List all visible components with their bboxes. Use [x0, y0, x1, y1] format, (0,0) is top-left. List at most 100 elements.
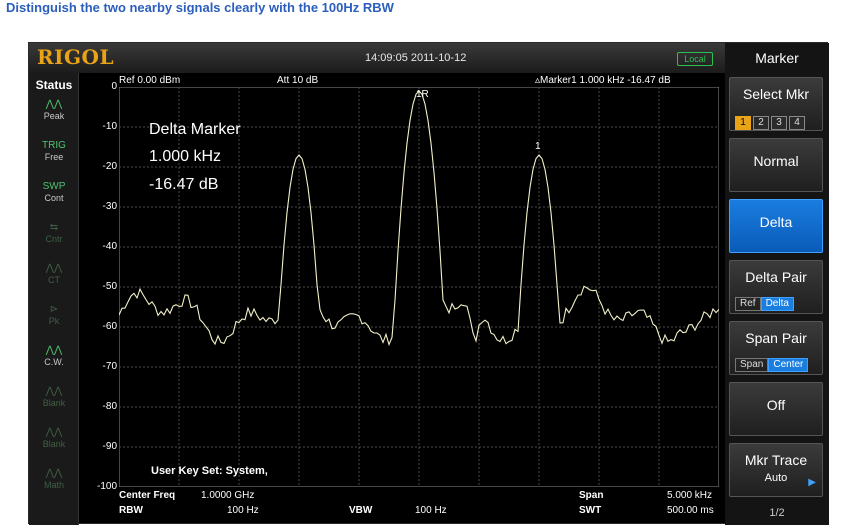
swt-label: SWT — [579, 505, 602, 516]
span-pair-options: Span Center — [735, 354, 809, 372]
mkr-trace-label: Mkr Trace — [744, 452, 808, 468]
page-indicator: 1/2 — [769, 507, 785, 519]
marker-number[interactable]: 4 — [789, 116, 805, 130]
status-item: SWP Cont — [32, 181, 76, 213]
ref-level: Ref 0.00 dBm — [119, 75, 181, 86]
y-axis-label: -90 — [102, 441, 117, 452]
status-item: ⋀⋀ Blank — [32, 386, 76, 418]
normal-label: Normal — [753, 153, 799, 169]
plot-area: Ref 0.00 dBm Att 10 dB ▵Marker1 1.000 kH… — [79, 73, 725, 525]
ct-icon: ⋀⋀ — [45, 263, 63, 274]
span-pair-key[interactable]: Span Pair Span Center — [729, 321, 823, 375]
delta-pair-delta: Delta — [760, 297, 794, 311]
y-axis-label: -10 — [102, 121, 117, 132]
delta-marker-title: Delta Marker — [149, 121, 241, 138]
y-axis-label: -80 — [102, 401, 117, 412]
y-axis-label: -70 — [102, 361, 117, 372]
status-item-label: Blank — [42, 439, 66, 449]
rigol-logo: RIGOL — [37, 45, 115, 69]
rbw-label: RBW — [119, 505, 143, 516]
analyzer-screen: RIGOL 14:09:05 2011-10-12 Local Status ⋀… — [28, 42, 829, 525]
cntr-icon: ⇆ — [49, 222, 59, 233]
y-axis-label: -20 — [102, 161, 117, 172]
arrow-right-icon: ▶ — [808, 477, 816, 488]
span-value: 5.000 kHz — [667, 490, 713, 501]
status-item: ⋀⋀ Math — [32, 468, 76, 500]
marker-1-label: 1 — [535, 141, 541, 152]
status-item-label: CT — [48, 275, 60, 285]
status-item-label: Cntr — [45, 234, 63, 244]
center-freq-value: 1.0000 GHz — [201, 490, 255, 501]
y-axis-label: -30 — [102, 201, 117, 212]
delta-pair-label: Delta Pair — [745, 269, 807, 285]
marker-number[interactable]: 3 — [771, 116, 787, 130]
status-item-label: Blank — [42, 398, 66, 408]
off-label: Off — [766, 397, 786, 413]
y-axis-label: -50 — [102, 281, 117, 292]
rbw-value: 100 Hz — [227, 505, 259, 516]
status-panel: Status ⋀⋀ Peak TRIG Free SWP Cont ⇆ Cntr ⋀⋀ CT ⊳ Pk… — [29, 73, 79, 525]
delta-label: Delta — [759, 214, 793, 230]
status-item-label: C.W. — [44, 357, 64, 367]
delta-marker-level: -16.47 dB — [149, 176, 219, 193]
swp-icon: SWP — [42, 181, 66, 192]
off-key[interactable]: Off — [729, 382, 823, 436]
status-item: ⋀⋀ C.W. — [32, 345, 76, 377]
marker-number[interactable]: 1 — [735, 116, 751, 130]
status-item-label: Peak — [43, 111, 65, 121]
mkr-trace-key[interactable]: Mkr Trace Auto ▶ — [729, 443, 823, 497]
delta-marker-freq: 1.000 kHz — [149, 148, 222, 165]
y-axis-label: -100 — [96, 481, 117, 492]
y-axis-label: -40 — [102, 241, 117, 252]
mkr-trace-value: Auto — [764, 472, 788, 484]
status-item: ⋀⋀ Peak — [32, 99, 76, 131]
status-item-label: Free — [44, 152, 64, 162]
pk-icon: ⊳ — [49, 304, 59, 315]
select-mkr-label: Select Mkr — [742, 86, 810, 102]
date-time: 14:09:05 2011-10-12 — [365, 52, 467, 64]
delta-pair-options: Ref Delta — [735, 293, 794, 311]
cw-icon: ⋀⋀ — [45, 345, 63, 356]
attenuation: Att 10 dB — [277, 75, 319, 86]
center-freq-label: Center Freq — [119, 490, 176, 501]
delta-pair-ref: Ref — [735, 297, 761, 311]
blank2-icon: ⋀⋀ — [45, 427, 63, 438]
status-item: ⋀⋀ CT — [32, 263, 76, 295]
status-item: ⊳ Pk — [32, 304, 76, 336]
status-item-label: Pk — [48, 316, 60, 326]
y-axis-label: -60 — [102, 321, 117, 332]
status-item-label: Math — [43, 480, 64, 490]
span-pair-center: Center — [768, 358, 809, 372]
blank1-icon: ⋀⋀ — [45, 386, 63, 397]
local-badge: Local — [677, 52, 713, 66]
peak-icon: ⋀⋀ — [45, 99, 63, 110]
marker-ref-label: 1R — [416, 89, 429, 100]
math-icon: ⋀⋀ — [45, 468, 63, 479]
delta-pair-key[interactable]: Delta Pair Ref Delta — [729, 260, 823, 314]
status-item-label: Cont — [44, 193, 64, 203]
status-item: TRIG Free — [32, 140, 76, 172]
marker-readout: ▵Marker1 1.000 kHz -16.47 dB — [535, 75, 671, 86]
normal-key[interactable]: Normal — [729, 138, 823, 192]
page-caption: Distinguish the two nearby signals clear… — [6, 0, 394, 15]
y-axis-label: 0 — [111, 81, 117, 92]
span-pair-label: Span Pair — [745, 330, 807, 346]
grid-lines — [119, 87, 719, 487]
marker-number[interactable]: 2 — [753, 116, 769, 130]
span-label: Span — [579, 490, 604, 501]
user-key-set: User Key Set: System, — [151, 465, 268, 477]
menu-title: Marker — [755, 50, 799, 66]
delta-key[interactable]: Delta — [729, 199, 823, 253]
status-title: Status — [35, 78, 73, 92]
spectrum-display: 1R 1 — [119, 87, 719, 487]
status-item: ⇆ Cntr — [32, 222, 76, 254]
vbw-value: 100 Hz — [415, 505, 447, 516]
top-bar: RIGOL 14:09:05 2011-10-12 Local — [29, 43, 725, 73]
trig-icon: TRIG — [42, 140, 66, 151]
spectrum-trace — [119, 90, 719, 347]
swt-value: 500.00 ms — [667, 505, 714, 516]
vbw-label: VBW — [349, 505, 373, 516]
